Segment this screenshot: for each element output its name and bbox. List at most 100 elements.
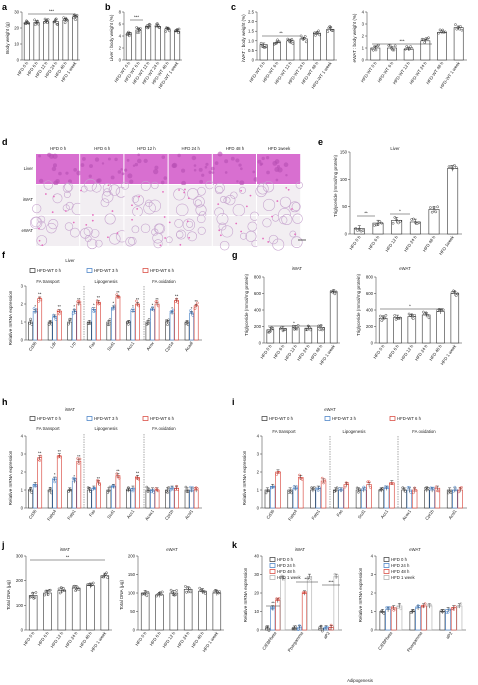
data-point	[453, 485, 457, 489]
bar	[135, 303, 140, 341]
nucleus-dot	[240, 230, 243, 233]
data-point	[48, 588, 52, 592]
adipocyte-texture	[187, 231, 198, 242]
bar	[409, 611, 416, 631]
data-point	[33, 484, 37, 488]
data-point	[275, 473, 278, 476]
bar	[115, 296, 121, 341]
adipocyte-texture	[140, 180, 151, 191]
bar	[43, 21, 50, 61]
bar	[301, 592, 308, 631]
data-point	[383, 316, 386, 320]
significance-star: *	[132, 304, 134, 309]
adipocyte-texture	[84, 235, 92, 243]
bar	[174, 300, 179, 341]
cell-texture	[283, 162, 289, 168]
data-point	[374, 48, 378, 52]
x-tick-label: C/EBPbeta	[261, 630, 278, 651]
y-tick-label: 600	[254, 291, 262, 296]
significance-label: **	[271, 601, 275, 606]
legend-swatch	[324, 416, 331, 421]
data-point	[167, 318, 170, 322]
adipocyte-texture	[216, 213, 229, 225]
data-point	[422, 310, 425, 314]
data-point	[29, 317, 32, 321]
cell-texture	[134, 162, 139, 167]
nucleus-dot	[44, 193, 47, 195]
x-tick-label: Fas	[88, 509, 96, 518]
data-point	[282, 577, 286, 581]
adipocyte-texture	[279, 216, 288, 225]
nucleus-dot	[163, 216, 166, 218]
data-point	[159, 593, 163, 596]
y-tick-label: 0	[119, 58, 122, 63]
data-point	[78, 457, 82, 461]
data-point	[65, 18, 68, 21]
data-point	[385, 606, 389, 609]
y-axis-label: Triglyceride (mmol/mg protein)	[356, 273, 361, 336]
data-point	[334, 576, 338, 579]
data-point	[454, 23, 457, 26]
data-point	[106, 576, 109, 580]
data-point	[127, 323, 130, 326]
data-point	[454, 166, 458, 169]
significance-star: **	[58, 449, 62, 454]
bar	[32, 310, 38, 341]
data-point	[322, 327, 325, 331]
bar	[91, 487, 97, 509]
y-tick-label: 1	[21, 488, 24, 493]
data-point	[445, 611, 449, 614]
data-point	[411, 491, 415, 495]
significance-star: *	[191, 306, 193, 311]
cell-texture	[204, 165, 208, 169]
x-tick-label: HFD 6 h	[367, 234, 381, 250]
bar	[130, 487, 136, 509]
adipocyte-texture	[143, 201, 156, 215]
significance-label: ***	[134, 15, 139, 20]
adipocyte-texture	[65, 201, 74, 210]
y-axis-label: Total DNA (μg)	[119, 580, 124, 610]
bar	[37, 298, 43, 341]
bar	[189, 312, 194, 341]
y-tick-label: 0	[17, 58, 20, 63]
adipocyte-texture	[245, 230, 257, 242]
x-tick-label: HFD 24 h	[176, 630, 191, 648]
data-point	[407, 312, 411, 316]
x-tick-label: Fabp4	[287, 508, 298, 521]
data-point	[441, 610, 444, 614]
histology-tile	[257, 185, 301, 215]
data-point	[302, 37, 306, 40]
data-point	[116, 295, 120, 299]
bar	[86, 585, 95, 631]
data-point	[110, 307, 114, 311]
data-point	[266, 330, 270, 334]
bar	[28, 595, 38, 631]
row-header: Liver	[24, 166, 34, 171]
adipocyte-texture	[108, 184, 121, 196]
x-tick-label: HFD 48 h	[78, 630, 93, 648]
data-point	[97, 479, 100, 483]
adipocyte-texture	[86, 238, 98, 250]
data-point	[317, 29, 320, 33]
x-tick-label: Acox	[145, 340, 155, 351]
data-point	[115, 293, 119, 297]
adipocyte-texture	[90, 229, 100, 238]
data-point	[146, 26, 150, 30]
adipocyte-texture	[289, 201, 301, 213]
data-point	[277, 40, 280, 43]
y-tick-label: 10	[254, 609, 259, 614]
adipocyte-texture	[64, 182, 74, 192]
data-point	[422, 605, 426, 608]
data-point	[282, 328, 286, 332]
data-point	[139, 27, 142, 30]
cell-texture	[253, 177, 259, 182]
data-point	[95, 479, 99, 482]
cell-texture	[161, 155, 166, 159]
bar	[450, 293, 460, 344]
data-point	[363, 486, 367, 490]
cell-texture	[120, 168, 123, 171]
bar	[439, 611, 446, 631]
cell-texture	[274, 159, 280, 164]
data-point	[173, 593, 176, 597]
adipocyte-texture	[32, 203, 42, 214]
